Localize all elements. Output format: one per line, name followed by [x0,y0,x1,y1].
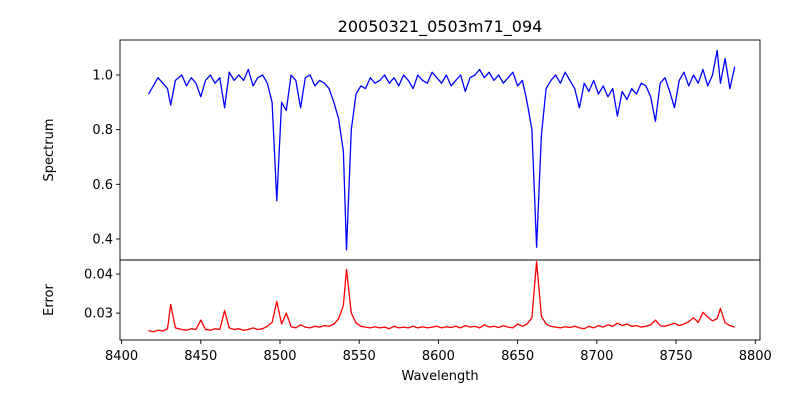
spectrum-series-line [147,49,736,251]
error-y-tick-label: 0.04 [84,268,113,283]
spectrum-y-tick-label: 0.8 [92,123,113,138]
x-tick-label: 8550 [343,349,376,364]
spectrum-y-axis-label: Spectrum [42,119,57,182]
error-series-line [148,260,735,333]
chart-title: 20050321_0503m71_094 [338,17,543,37]
error-y-axis-label: Error [42,284,57,316]
spectrum-y-tick-label: 1.0 [92,68,113,83]
error-axes-frame [119,259,761,341]
x-tick-label: 8600 [422,349,455,364]
x-tick-label: 8450 [184,349,217,364]
spectrum-y-tick-label: 0.4 [92,232,113,247]
x-tick-label: 8400 [105,349,138,364]
spectrum-y-tick-label: 0.6 [92,178,113,193]
x-tick-label: 8700 [580,349,613,364]
x-tick-label: 8650 [501,349,534,364]
x-tick-label: 8500 [263,349,296,364]
x-axis-label: Wavelength [401,369,478,384]
x-tick-label: 8750 [659,349,692,364]
x-tick-label: 8800 [739,349,772,364]
spectrum-axes-frame [119,39,761,261]
error-y-tick-label: 0.03 [84,307,113,322]
